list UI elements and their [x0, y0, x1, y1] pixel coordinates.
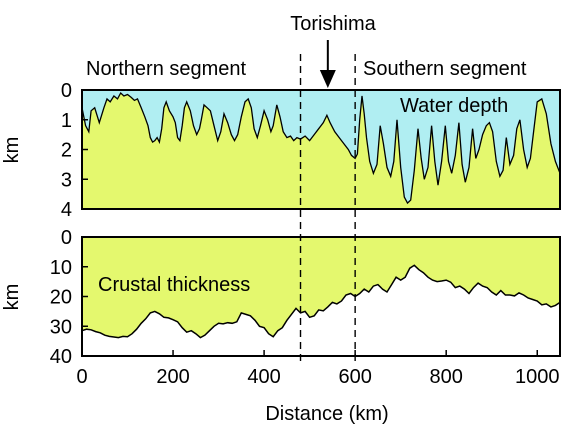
crustal-thickness-label: Crustal thickness — [98, 274, 250, 296]
crustal-thickness-panel: 0 10 20 30 40 0 200 400 600 800 1000 km Crustal t… — [1, 227, 561, 425]
x-tick-label: 0 — [76, 366, 87, 388]
torishima-arrow-head — [319, 70, 336, 88]
x-ticks: 0 200 400 600 800 1000 — [76, 350, 559, 388]
top-y-tick-label: 0 — [61, 80, 72, 102]
bottom-y-tick-label: 20 — [50, 287, 72, 309]
top-y-ticks: 0 1 2 3 4 — [61, 80, 88, 221]
x-tick-label: 200 — [156, 366, 189, 388]
x-axis-label: Distance (km) — [265, 403, 388, 425]
bottom-y-tick-label: 10 — [50, 257, 72, 279]
torishima-label: Torishima — [290, 13, 376, 35]
crust-fill-bottom — [82, 237, 560, 338]
water-depth-label: Water depth — [400, 95, 508, 117]
top-y-tick-label: 4 — [61, 199, 72, 221]
bottom-y-tick-label: 40 — [50, 346, 72, 368]
water-depth-line — [81, 91, 561, 205]
bottom-y-axis-label: km — [1, 284, 23, 311]
x-tick-label: 1000 — [515, 366, 560, 388]
top-y-tick-label: 3 — [61, 169, 72, 191]
top-y-axis-label: km — [1, 137, 23, 164]
annotations: Torishima Northern segment Southern segm… — [86, 13, 527, 362]
water-depth-panel: 0 1 2 3 4 km Water depth — [1, 80, 561, 221]
bottom-y-tick-label: 30 — [50, 316, 72, 338]
bottom-y-tick-label: 0 — [61, 227, 72, 249]
top-y-tick-label: 2 — [61, 140, 72, 162]
x-tick-label: 600 — [338, 366, 371, 388]
x-tick-label: 800 — [430, 366, 463, 388]
northern-segment-label: Northern segment — [86, 58, 247, 80]
southern-segment-label: Southern segment — [363, 58, 527, 80]
bottom-y-ticks: 0 10 20 30 40 — [50, 227, 88, 368]
crustal-thickness-line — [81, 264, 561, 339]
top-y-tick-label: 1 — [61, 110, 72, 132]
x-tick-label: 400 — [247, 366, 280, 388]
